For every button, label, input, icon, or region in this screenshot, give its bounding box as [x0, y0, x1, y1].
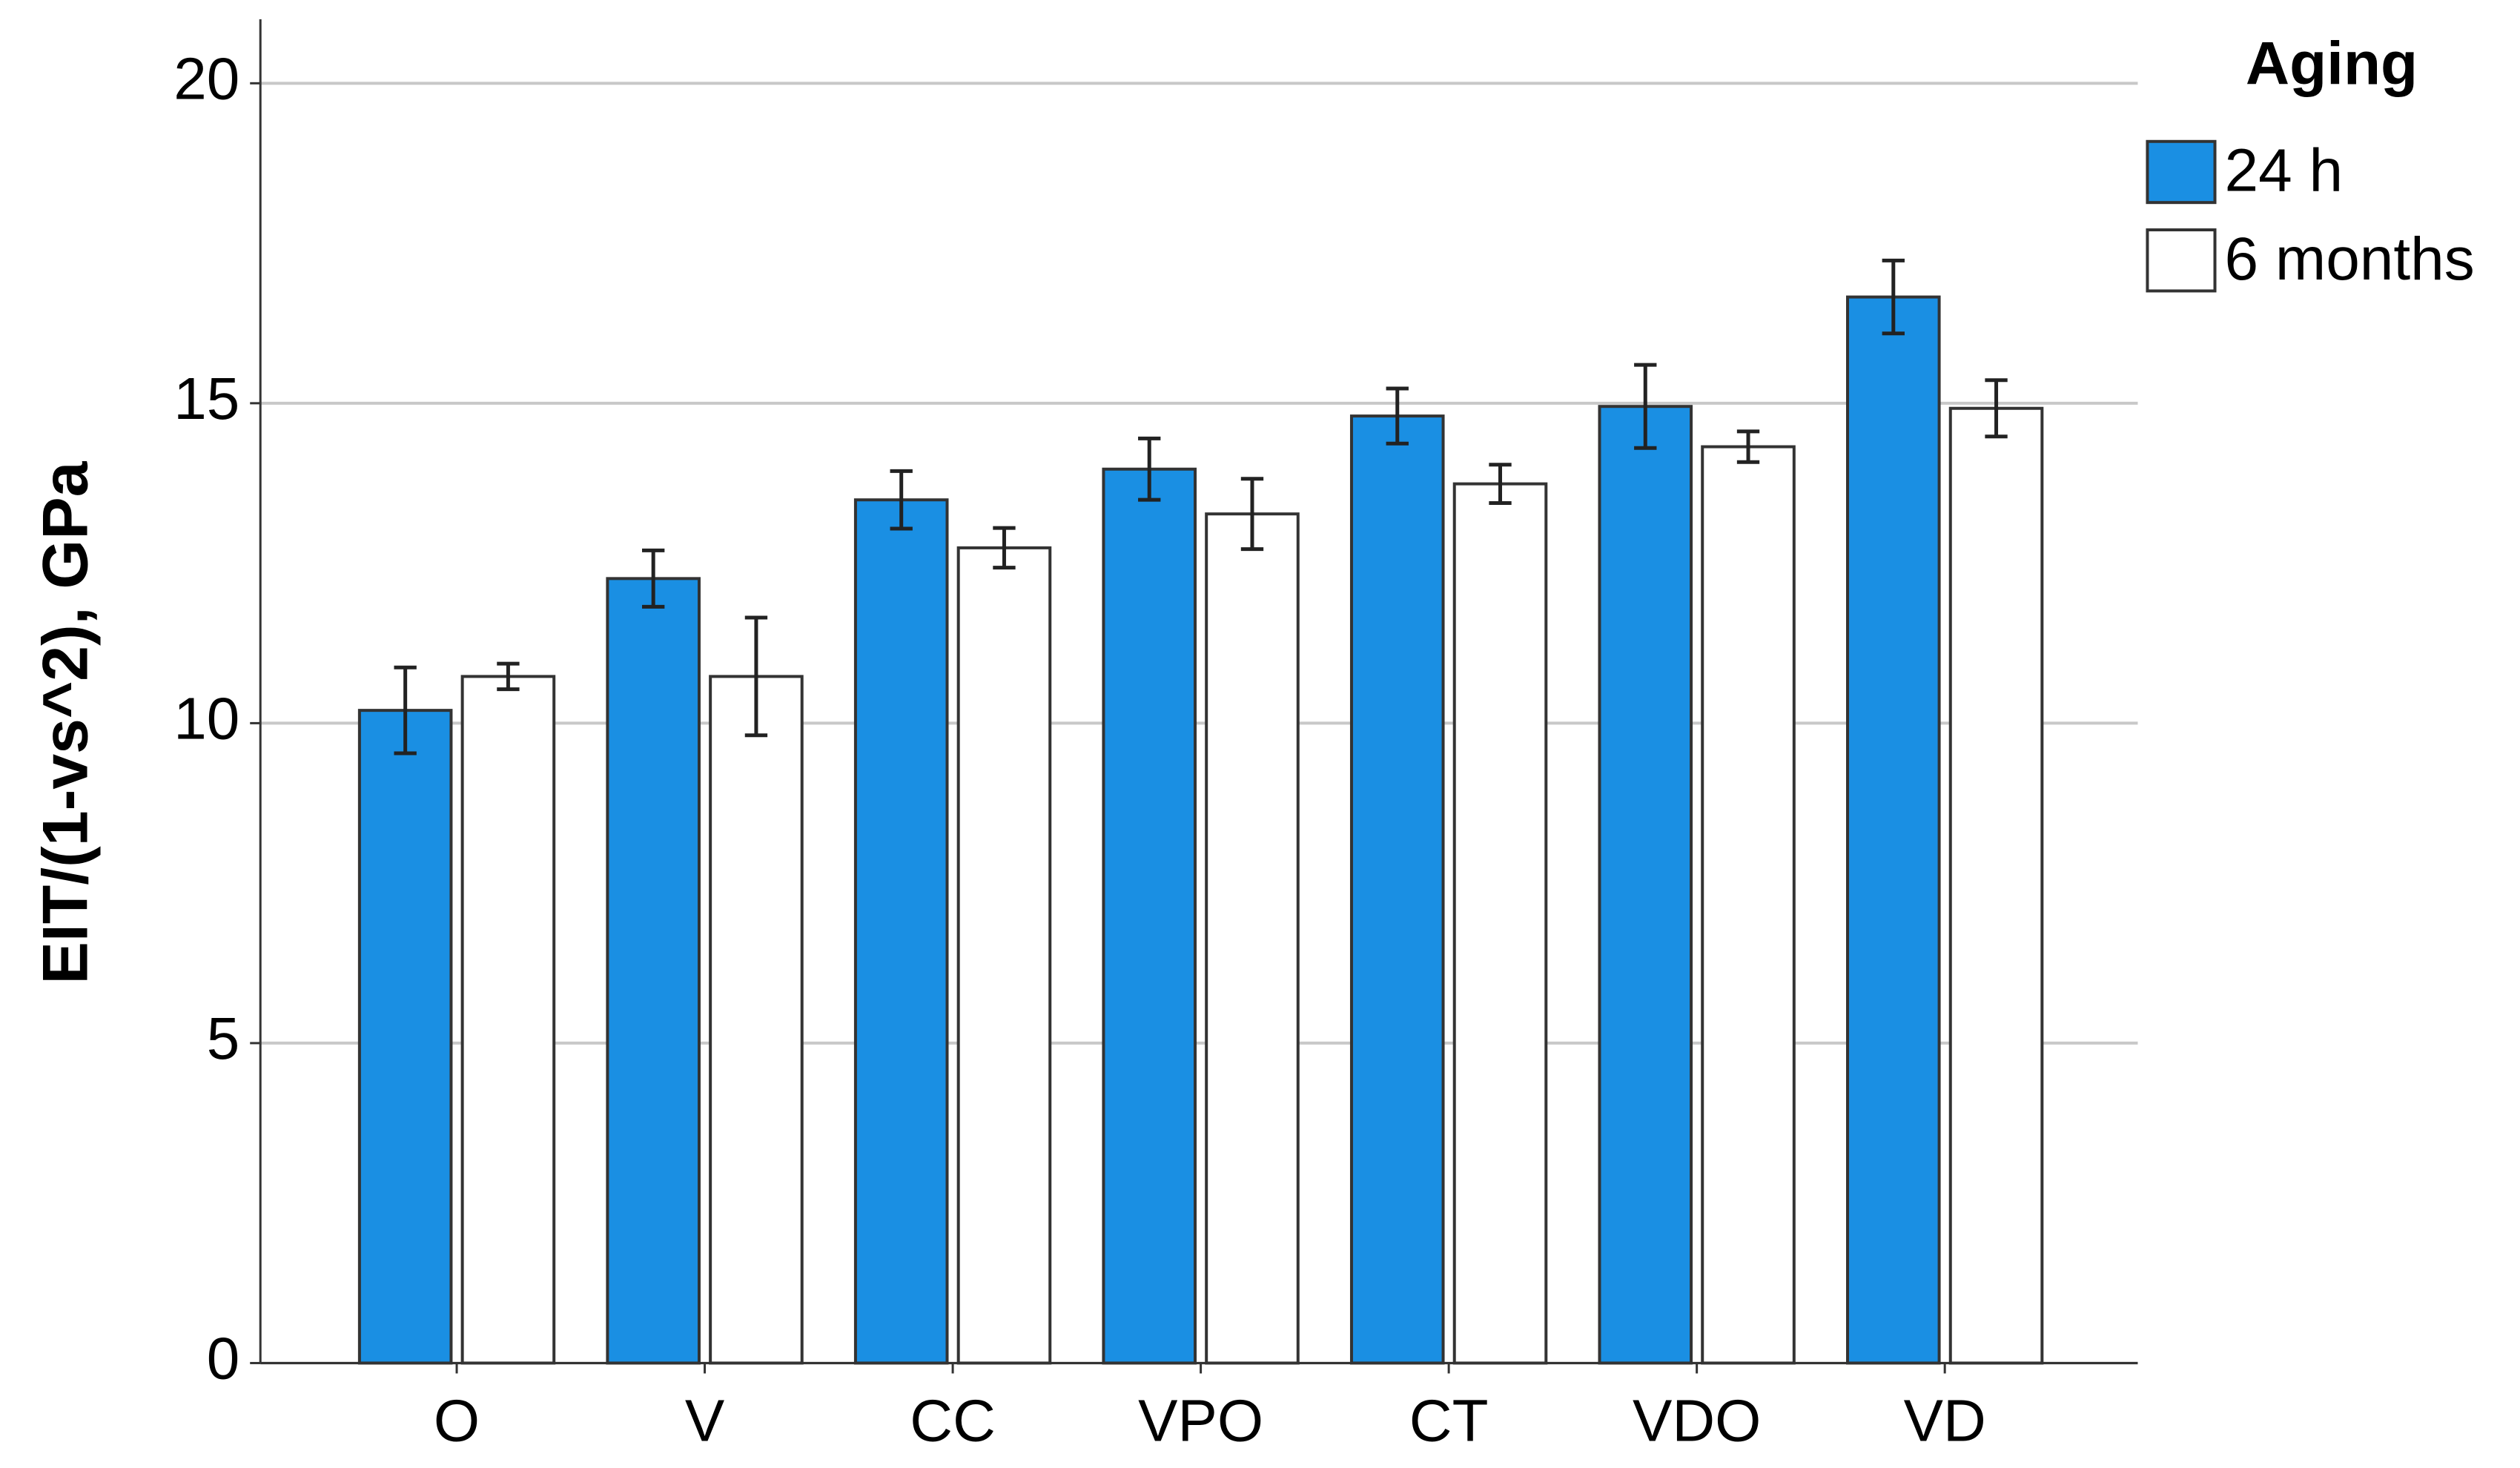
x-tick-label: VPO: [1138, 1388, 1263, 1454]
bar: [956, 546, 1052, 1365]
x-tick-label: CC: [910, 1388, 996, 1454]
y-axis-label: EIT/(1-vs^2), GPa: [30, 460, 102, 984]
bar: [1846, 295, 1941, 1365]
error-bar: [642, 548, 665, 609]
y-tick-label: 10: [173, 686, 239, 752]
error-bar: [1138, 436, 1161, 502]
x-tick-label: CT: [1409, 1388, 1489, 1454]
legend-swatch: [2146, 228, 2217, 293]
y-tick-label: 20: [173, 45, 239, 111]
error-bar: [1386, 386, 1409, 446]
bar: [357, 709, 453, 1365]
error-bar: [890, 469, 913, 531]
legend-title: Aging: [2246, 30, 2418, 98]
bar: [853, 498, 949, 1365]
bar: [709, 675, 804, 1365]
bar: [1102, 467, 1197, 1365]
legend-label: 24 h: [2225, 137, 2344, 205]
error-bar: [1985, 378, 2008, 439]
bar: [1452, 482, 1548, 1365]
x-tick-label: O: [434, 1388, 480, 1454]
bar: [460, 675, 556, 1365]
bar: [1948, 406, 2044, 1365]
error-bar: [394, 665, 417, 756]
error-bar: [744, 615, 768, 738]
error-bar: [993, 526, 1016, 570]
error-bar: [1240, 477, 1264, 552]
y-tick-label: 0: [207, 1326, 240, 1392]
bar: [606, 577, 701, 1365]
legend-swatch: [2146, 139, 2217, 205]
bar: [1205, 512, 1300, 1365]
error-bar: [1882, 258, 1905, 336]
x-tick-label: VDO: [1633, 1388, 1761, 1454]
y-tick-label: 15: [173, 366, 239, 432]
legend-label: 6 months: [2225, 225, 2475, 293]
bar: [1349, 414, 1445, 1365]
bar: [1598, 405, 1693, 1365]
error-bar: [497, 661, 520, 692]
error-bar: [1736, 429, 1760, 464]
error-bar: [1634, 363, 1657, 450]
bar: [1701, 445, 1796, 1365]
error-bar: [1489, 463, 1512, 505]
x-tick-label: VD: [1904, 1388, 1986, 1454]
x-tick-label: V: [685, 1388, 725, 1454]
y-tick-label: 5: [207, 1005, 240, 1071]
